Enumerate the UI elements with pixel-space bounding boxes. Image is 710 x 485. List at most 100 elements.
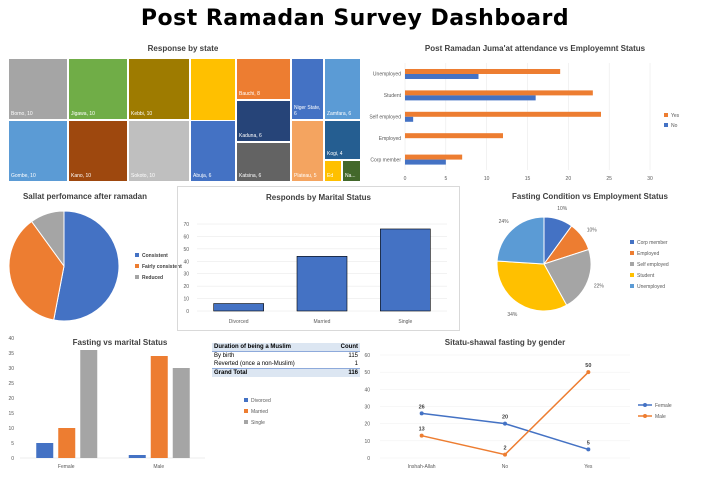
treemap-tile-label: Na...	[345, 173, 356, 179]
data-point	[503, 421, 507, 426]
treemap-tile: Borno, 10	[8, 58, 68, 120]
legend-swatch	[630, 284, 634, 288]
fasting-condition-pie: 10% 10% 22% 34% 24% Corp member Employed Self e…	[496, 206, 669, 318]
bar-yes	[405, 68, 561, 74]
y-tick-label: 60	[364, 353, 370, 359]
treemap-tile-label: Katsina, 6	[239, 173, 262, 179]
treemap-tile: Na...	[342, 160, 361, 182]
treemap-tile-label: Kogi, 4	[327, 151, 343, 157]
y-category-label: Student	[384, 93, 402, 99]
sitatu-shawal-line-chart: 0 10 20 30 40 50 60 Inshah-Allah No Yes 26 20 5 Femal…	[364, 353, 671, 470]
x-category-label: Inshah-Allah	[408, 464, 436, 470]
pie-percent-label: 34%	[507, 312, 518, 318]
y-tick-label: 50	[183, 247, 189, 253]
data-point	[419, 411, 424, 416]
treemap-tile-label: Zamfara, 6	[327, 111, 352, 117]
y-tick-label: 10	[183, 297, 189, 303]
table-cell: Grand Total	[212, 368, 331, 377]
y-tick-label: 0	[367, 456, 370, 462]
y-tick-label: 30	[183, 272, 189, 278]
pie-percent-label: 24%	[499, 219, 510, 225]
treemap-tile: Plateau, 5	[291, 120, 324, 182]
table-header: Count	[330, 343, 360, 352]
y-tick-label: 20	[183, 284, 189, 290]
legend-label: Self employed	[637, 262, 669, 268]
y-tick-label: 10	[8, 426, 14, 432]
chart-title: Responds by Marital Status	[266, 193, 371, 202]
treemap-tile: Abuja, 6	[190, 120, 236, 182]
table-cell: 115	[348, 353, 358, 359]
legend-label: No	[671, 123, 678, 129]
legend-swatch	[135, 264, 139, 268]
sallat-performance-pie: Consistent Fairly consistent Reduced	[8, 210, 182, 322]
legend-label: Yes	[671, 113, 680, 119]
x-category-label: Divorced	[229, 319, 249, 325]
y-tick-label: 40	[183, 259, 189, 265]
x-category-label: Female	[58, 464, 75, 470]
bar-yes	[405, 133, 503, 139]
bar-married	[58, 428, 76, 458]
bar	[296, 256, 348, 312]
duration-muslim-table: Duration of being a Muslim Count By birt…	[212, 343, 360, 377]
legend-swatch	[630, 240, 634, 244]
table-cell: 1	[354, 361, 358, 367]
legend-label: Fairly consistent	[142, 264, 182, 270]
y-tick-label: 40	[8, 336, 14, 342]
y-tick-label: 40	[364, 387, 370, 393]
legend-swatch	[630, 262, 634, 266]
y-tick-label: 30	[8, 366, 14, 372]
legend-label: Married	[251, 409, 268, 415]
marital-status-chart: 0 10 20 30 40 50 60 70 Divorced Married Single	[183, 222, 447, 325]
bar-divorced	[128, 455, 146, 458]
table-cell: 116	[330, 368, 360, 377]
y-category-label: Employed	[379, 136, 401, 142]
data-label: 5	[587, 440, 590, 446]
bar	[380, 228, 431, 312]
treemap-tile-label: Jigawa, 10	[71, 111, 95, 117]
legend-swatch	[630, 273, 634, 277]
bar	[213, 303, 264, 312]
legend-swatch	[664, 123, 668, 127]
x-category-label: Married	[314, 319, 331, 325]
table-header-row: Duration of being a Muslim Count	[212, 343, 360, 352]
bar-yes	[405, 111, 601, 117]
table-header: Duration of being a Muslim	[212, 343, 331, 352]
legend-label: Student	[637, 273, 655, 279]
y-category-label: Corp member	[370, 157, 401, 163]
treemap-tile-label: Niger State, 6	[294, 105, 321, 117]
marital-chart-frame	[177, 186, 460, 331]
dashboard-title: Post Ramadan Survey Dashboard	[140, 6, 570, 31]
treemap-title: Response by state	[147, 44, 219, 53]
fasting-marital-chart: 0 5 10 15 20 25 30 35 40 Female Male Divorced Marrie…	[8, 336, 271, 470]
legend-swatch	[135, 253, 139, 257]
treemap-tile-label: Ed	[327, 173, 334, 179]
bar-married	[150, 356, 168, 458]
legend-label: Corp member	[637, 240, 668, 246]
bar-divorced	[36, 443, 54, 458]
bar-single	[80, 350, 98, 458]
y-tick-label: 35	[8, 351, 14, 357]
treemap-tile-label: Kano, 10	[71, 173, 92, 179]
y-tick-label: 0	[11, 456, 14, 462]
data-label: 20	[502, 415, 508, 421]
chart-title: Sallat perfomance after ramadan	[22, 192, 148, 201]
data-point	[586, 370, 591, 375]
y-tick-label: 70	[183, 222, 189, 228]
bar-no	[405, 95, 536, 101]
data-label: 2	[503, 446, 506, 452]
y-tick-label: 15	[8, 411, 14, 417]
y-tick-label: 20	[8, 396, 14, 402]
pie-slice	[53, 210, 120, 322]
treemap-tile: Jigawa, 10	[68, 58, 128, 120]
legend-label: Reduced	[142, 275, 163, 281]
legend-label: Employed	[637, 251, 659, 257]
treemap-tile: Gombe, 10	[8, 120, 68, 182]
legend-label: Divorced	[251, 398, 271, 404]
bar-yes	[405, 154, 463, 160]
x-tick-label: 0	[404, 176, 407, 182]
chart-title: Fasting vs marital Status	[72, 338, 168, 347]
treemap-tile-label: Gombe, 10	[11, 173, 36, 179]
table-cell: Reverted (once a non-Muslim)	[214, 361, 295, 367]
legend-label: Consistent	[142, 253, 168, 259]
